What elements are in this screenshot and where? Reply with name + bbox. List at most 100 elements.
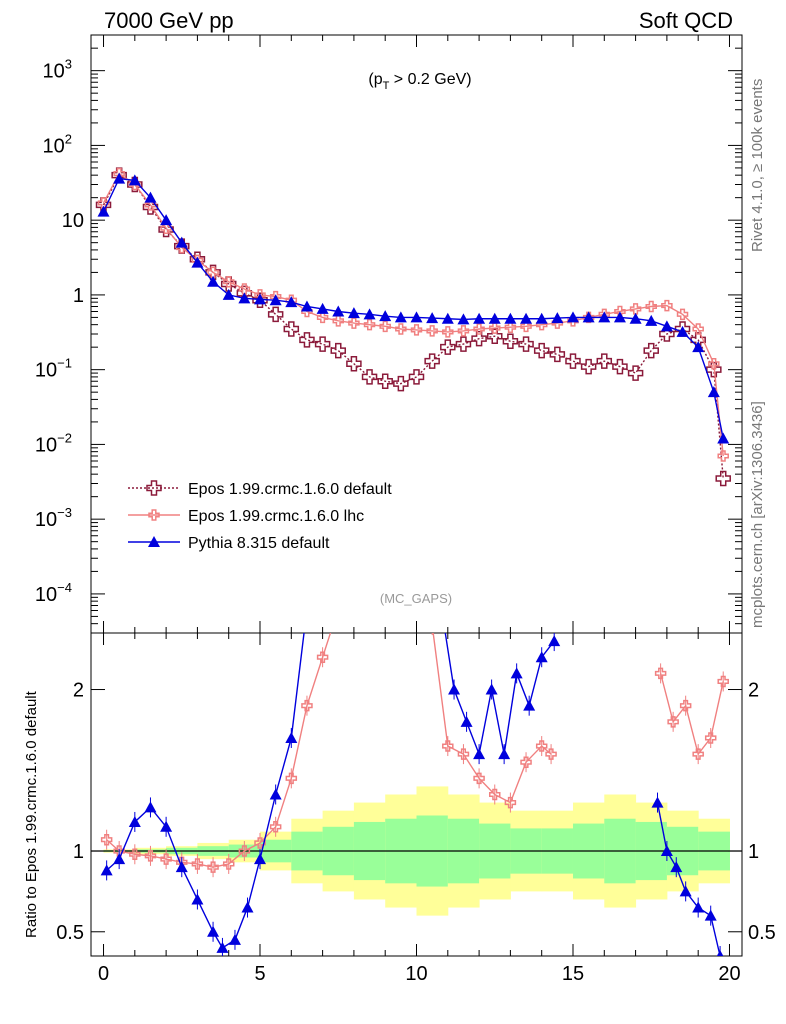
ratio-y-tick-label-left: 0.5 xyxy=(56,922,84,944)
ratio-data-point xyxy=(473,772,485,785)
ratio-x-tick-label: 0 xyxy=(98,963,109,985)
main-data-point xyxy=(222,276,235,288)
main-data-point xyxy=(316,311,329,324)
ratio-data-point xyxy=(679,885,692,897)
main-data-point xyxy=(160,222,172,234)
main-data-point xyxy=(455,336,472,352)
main-data-point xyxy=(410,311,423,323)
ratio-data-point xyxy=(241,901,254,913)
legend-marker xyxy=(148,509,160,521)
ratio-data-point xyxy=(504,796,517,809)
main-data-point xyxy=(283,321,300,337)
ratio-data-point xyxy=(144,801,157,813)
ratio-data-point xyxy=(160,820,173,832)
ratio-series-line xyxy=(106,633,332,868)
main-data-point xyxy=(717,432,730,444)
main-data-point xyxy=(97,205,110,217)
ratio-x-tick-label: 20 xyxy=(718,963,740,985)
ratio-data-point xyxy=(144,850,157,862)
ratio-data-point xyxy=(129,848,141,861)
ratio-data-point xyxy=(238,845,251,857)
ratio-data-point xyxy=(100,864,113,876)
main-data-point xyxy=(379,310,392,322)
ratio-data-point xyxy=(228,933,241,945)
main-y-tick-label: 10−4 xyxy=(35,580,72,606)
main-data-point xyxy=(347,307,360,319)
main-data-point xyxy=(504,312,517,324)
main-data-point xyxy=(379,320,391,333)
main-series-line xyxy=(102,172,724,457)
main-data-point xyxy=(442,326,454,338)
main-data-point xyxy=(707,386,720,398)
ratio-series-line xyxy=(659,673,724,756)
main-plot-area xyxy=(95,167,731,487)
main-data-point xyxy=(269,294,282,306)
main-data-point xyxy=(473,312,486,324)
main-data-point xyxy=(128,174,141,186)
main-y-tick-label: 10 xyxy=(62,210,84,232)
main-data-point xyxy=(175,236,188,248)
main-data-point xyxy=(363,308,376,320)
main-data-point xyxy=(222,288,235,300)
ratio-data-point xyxy=(254,853,267,865)
main-data-point xyxy=(612,358,628,375)
main-data-point xyxy=(394,311,407,323)
ratio-data-point xyxy=(692,748,704,760)
ratio-data-point xyxy=(488,788,501,801)
main-data-point xyxy=(535,312,548,324)
ratio-y-axis-label: Ratio to Epos 1.99.crmc.1.6.0 default xyxy=(23,690,40,938)
rivet-version-label: Rivet 4.1.0, ≥ 100k events xyxy=(749,79,766,252)
main-data-point xyxy=(300,300,313,312)
legend-label: Epos 1.99.crmc.1.6.0 default xyxy=(188,481,392,498)
ratio-data-point xyxy=(704,732,717,744)
main-data-point xyxy=(473,323,485,335)
ratio-data-point xyxy=(442,740,454,752)
ratio-data-point xyxy=(427,620,437,630)
main-data-point xyxy=(160,214,173,226)
ratio-series-line xyxy=(432,633,552,804)
main-y-tick-label: 10−2 xyxy=(35,430,72,456)
main-data-point xyxy=(551,312,564,324)
main-data-point xyxy=(238,283,251,295)
ratio-x-tick-label: 15 xyxy=(562,963,584,985)
main-data-point xyxy=(504,321,517,333)
ratio-data-point xyxy=(485,683,498,695)
main-data-point xyxy=(207,275,220,287)
legend-marker xyxy=(148,536,160,547)
main-data-point xyxy=(332,315,345,327)
ratio-data-point xyxy=(285,731,298,743)
main-data-point xyxy=(142,199,159,215)
main-data-point xyxy=(144,199,157,211)
main-data-point xyxy=(549,346,566,363)
main-data-point xyxy=(598,311,611,323)
main-data-point xyxy=(426,325,438,337)
ratio-data-point xyxy=(523,699,536,711)
main-data-point xyxy=(332,305,345,317)
main-data-point xyxy=(238,292,251,304)
main-data-point xyxy=(113,172,126,184)
main-data-point xyxy=(299,332,315,348)
main-data-point xyxy=(377,373,393,389)
main-data-point xyxy=(457,313,470,325)
pt-cut-annotation: (pT > 0.2 GeV) xyxy=(368,71,471,92)
ratio-data-point xyxy=(545,748,557,760)
ratio-data-point xyxy=(113,853,126,865)
ratio-x-tick-label: 5 xyxy=(254,963,265,985)
main-data-point xyxy=(220,276,237,292)
ratio-data-point xyxy=(717,675,729,688)
main-data-point xyxy=(643,342,659,359)
main-data-point xyxy=(361,369,378,385)
main-data-point xyxy=(580,358,597,375)
main-data-point xyxy=(395,323,407,335)
ratio-data-point xyxy=(692,901,705,913)
main-data-point xyxy=(645,300,657,313)
ratio-y-tick-label-right: 1 xyxy=(748,841,759,863)
ratio-y-tick-label-left: 2 xyxy=(73,680,84,702)
legend: Epos 1.99.crmc.1.6.0 default Epos 1.99.cr… xyxy=(128,480,392,552)
ratio-data-point xyxy=(473,748,486,760)
main-data-point xyxy=(661,299,673,312)
main-data-point xyxy=(316,302,329,314)
ratio-data-point xyxy=(667,716,679,728)
